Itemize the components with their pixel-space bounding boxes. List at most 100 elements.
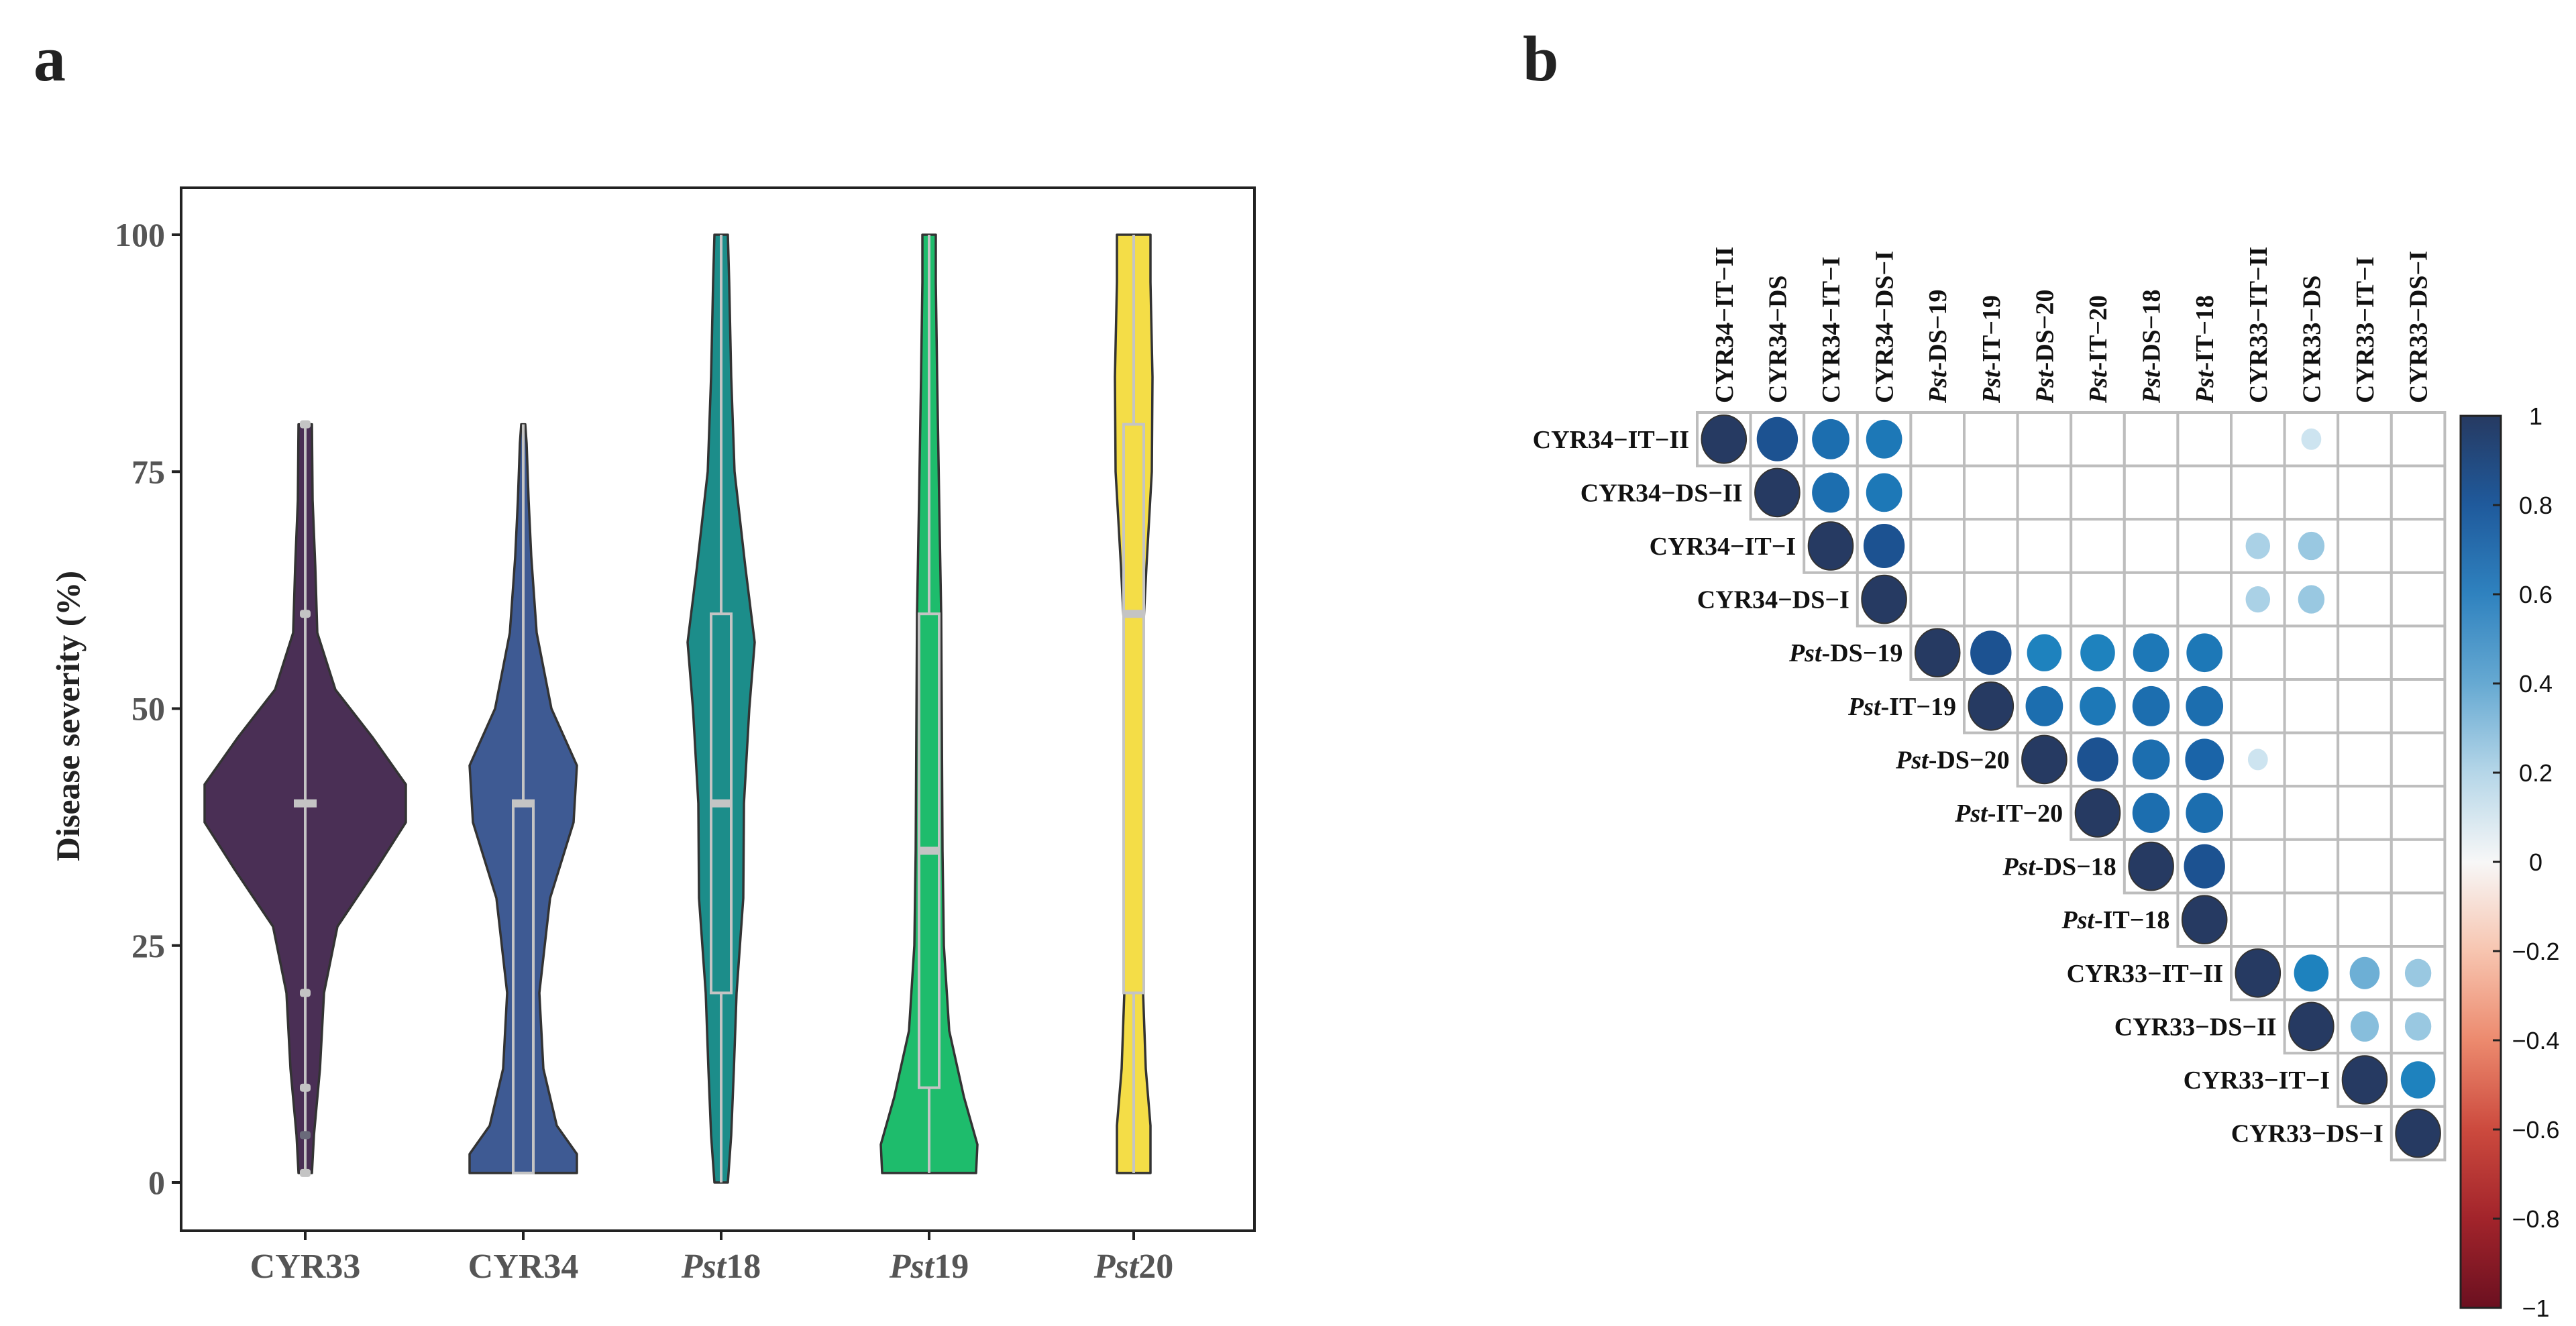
row-label: CYR34−IT−I xyxy=(1650,533,1796,561)
correlation-circle xyxy=(2133,633,2169,673)
matrix-cell xyxy=(2176,464,2233,521)
row-label: Pst-IT−18 xyxy=(2061,906,2169,934)
correlation-circle xyxy=(2186,685,2224,726)
correlation-circle xyxy=(2132,685,2170,726)
correlation-circle xyxy=(2298,531,2325,561)
correlation-circle xyxy=(2186,793,2224,833)
panel-letter-b: b xyxy=(1523,23,1558,95)
correlation-circle xyxy=(1812,419,1849,459)
column-label: Pst-IT−20 xyxy=(2084,295,2112,404)
matrix-cell xyxy=(2390,624,2447,681)
colorbar-tick-label: −0.4 xyxy=(2512,1027,2559,1054)
matrix-cell xyxy=(2390,518,2447,574)
colorbar-tick-label: −0.6 xyxy=(2512,1116,2559,1144)
matrix-cell xyxy=(2283,464,2340,521)
correlation-circle xyxy=(2132,739,2170,780)
correlation-circle xyxy=(2025,685,2063,726)
matrix-cell xyxy=(2123,464,2180,521)
column-label: Pst-DS−19 xyxy=(1924,290,1952,404)
matrix-cell xyxy=(2337,624,2393,681)
matrix-cell xyxy=(2283,678,2340,734)
column-label: CYR34−IT−II xyxy=(1711,247,1739,403)
box-CYR34 xyxy=(512,802,535,1174)
x-tick-label: Pst18 xyxy=(681,1248,761,1286)
column-label: CYR33−IT−I xyxy=(2351,256,2379,403)
matrix-cell xyxy=(2283,624,2340,681)
correlation-circle xyxy=(2077,737,2118,782)
colorbar: 1 0.8 0.6 0.4 0.2 0 −0.2 −0.4 −0.6 −0.8 −1 xyxy=(2459,402,2560,1322)
correlation-circle xyxy=(1861,574,1907,624)
colorbar-tick-label: 0.2 xyxy=(2519,759,2553,787)
matrix-cell xyxy=(2337,678,2393,734)
matrix-cell xyxy=(2283,891,2340,948)
correlation-circle xyxy=(1914,628,1961,678)
correlation-circle xyxy=(2184,844,2225,889)
matrix-cell xyxy=(1963,518,2019,574)
outlier-point xyxy=(300,1131,311,1140)
colorbar-tick-label: −0.8 xyxy=(2512,1205,2559,1233)
colorbar-tick-label: 0.4 xyxy=(2519,670,2553,698)
violin-chart: 0 25 50 75 100 Disease severity (%) CYR33 CYR34… xyxy=(49,186,1256,1286)
correlation-circle xyxy=(2341,1055,2388,1105)
correlation-circle xyxy=(2186,633,2223,673)
matrix-cell xyxy=(2070,518,2126,574)
x-tick-label: Pst20 xyxy=(1093,1248,1173,1286)
column-label: Pst-IT−19 xyxy=(1978,295,2006,404)
row-label: CYR34−DS−I xyxy=(1697,586,1849,614)
median-CYR34 xyxy=(512,799,535,808)
correlation-circle xyxy=(2080,686,2116,726)
correlation-circle xyxy=(2350,1011,2379,1042)
correlation-circle xyxy=(2395,1108,2441,1158)
row-label: Pst-DS−19 xyxy=(1788,639,1902,667)
y-tick-label: 25 xyxy=(131,927,165,964)
panel-letter-a: a xyxy=(34,23,66,95)
x-tick-label: Pst19 xyxy=(889,1248,969,1286)
x-tick-label: CYR34 xyxy=(468,1248,579,1286)
matrix-cell xyxy=(2283,838,2340,895)
matrix-cell xyxy=(2337,411,2393,467)
matrix-cell xyxy=(2337,785,2393,841)
correlation-circle xyxy=(2235,948,2282,998)
matrix-cell xyxy=(2230,838,2286,895)
correlation-circle xyxy=(1756,417,1799,461)
outlier-point xyxy=(300,420,311,429)
y-tick-label: 75 xyxy=(131,453,165,490)
outlier-point xyxy=(300,1083,311,1092)
column-label: CYR34−DS−I xyxy=(1871,251,1899,403)
correlation-circle xyxy=(2074,788,2121,838)
column-label: Pst-DS−18 xyxy=(2138,290,2166,404)
matrix-cell xyxy=(2337,838,2393,895)
correlation-circle xyxy=(2027,634,2062,671)
matrix-cell xyxy=(2230,785,2286,841)
median-CYR33 xyxy=(294,799,317,808)
matrix-cell xyxy=(2123,571,2180,628)
row-label: CYR33−DS−II xyxy=(2114,1013,2277,1041)
matrix-cell xyxy=(2337,464,2393,521)
matrix-cell xyxy=(2230,464,2286,521)
matrix-cell xyxy=(2230,891,2286,948)
correlation-circle xyxy=(2288,1001,2334,1052)
correlation-circle xyxy=(2245,586,2271,613)
correlation-circle xyxy=(2181,895,2228,944)
matrix-cell xyxy=(2283,785,2340,841)
row-label: CYR34−IT−II xyxy=(1533,426,1689,454)
column-label: CYR33−DS−I xyxy=(2405,251,2433,403)
matrix-cell xyxy=(2230,678,2286,734)
matrix-cell xyxy=(1963,411,2019,467)
correlation-circle xyxy=(2301,428,2322,450)
matrix-cell xyxy=(2283,731,2340,788)
correlation-circle xyxy=(1866,473,1902,512)
correlation-circle xyxy=(2404,958,2432,987)
matrix-cell xyxy=(2230,411,2286,467)
correlation-circle xyxy=(2185,738,2224,781)
matrix-cell xyxy=(2390,678,2447,734)
correlation-circle xyxy=(1970,630,2012,675)
matrix-cell xyxy=(2176,411,2233,467)
row-label: CYR33−IT−II xyxy=(2067,960,2223,988)
matrix-cell xyxy=(2390,571,2447,628)
column-label: Pst-IT−18 xyxy=(2191,295,2219,404)
correlation-circle xyxy=(2132,793,2170,833)
correlation-circle xyxy=(2400,1061,2436,1099)
correlation-circle xyxy=(2404,1012,2432,1041)
correlation-circle xyxy=(1863,523,1905,569)
